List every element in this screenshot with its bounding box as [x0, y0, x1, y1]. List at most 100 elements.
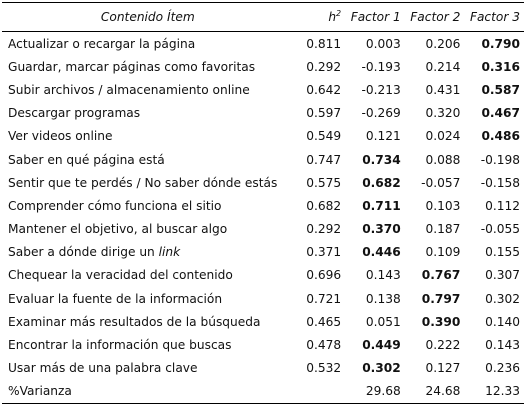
row-f1-value: 0.370: [362, 222, 401, 237]
row-item-label: Encontrar la información que buscas: [8, 338, 232, 353]
row-f3-value: 0.587: [481, 82, 520, 97]
row-h2-value: 0.747: [306, 152, 342, 167]
row-item-label: Guardar, marcar páginas como favoritas: [8, 59, 256, 74]
row-f3-value: 0.143: [485, 338, 520, 353]
table-row: Guardar, marcar páginas como favoritas 0.…: [2, 55, 524, 78]
table-row: %Varianza 29.68 24.68 12.33: [2, 379, 524, 404]
row-f1-value: -0.193: [361, 59, 401, 74]
table-row: Sentir que te perdés / No saber dónde es…: [2, 171, 524, 194]
row-h2-value: 0.682: [306, 198, 342, 213]
row-item-prefix: Saber a dónde dirige un: [8, 245, 159, 260]
row-f3-value: -0.198: [480, 152, 520, 167]
row-f2-value: 0.767: [421, 268, 461, 283]
row-h2-value: 0.465: [306, 314, 342, 329]
row-item-label: %Varianza: [2, 379, 294, 404]
row-f2-value: 0.222: [425, 338, 461, 353]
row-h2-value: 0.597: [306, 106, 342, 121]
table-row: Comprender cómo funciona el sitio 0.682 0.…: [2, 194, 524, 217]
header-item: Contenido Ítem: [2, 2, 294, 32]
row-f2-value: 0.127: [425, 361, 461, 376]
row-f1-value: -0.213: [361, 82, 401, 97]
table-row: Ver videos online 0.549 0.121 0.024 0.486: [2, 125, 524, 148]
row-f2-value: 0.103: [425, 198, 461, 213]
row-h2-value: 0.478: [306, 338, 342, 353]
table-row: Usar más de una palabra clave 0.532 0.302 0…: [2, 357, 524, 380]
table-header-row: Contenido Ítem h2 Factor 1 Factor 2 Fact…: [2, 2, 524, 32]
row-f3-value: 0.467: [481, 106, 520, 121]
row-item-label: Mantener el objetivo, al buscar algo: [8, 222, 228, 237]
row-f2-value: 0.187: [425, 222, 461, 237]
row-f1-value: 0.449: [362, 338, 401, 353]
row-f3-value: 0.155: [485, 245, 520, 260]
row-f3-value: 0.302: [485, 291, 520, 306]
row-h2-value: 0.292: [306, 59, 342, 74]
row-f3-value: 0.236: [485, 361, 520, 376]
row-f3-value: -0.158: [480, 175, 520, 190]
row-f2-value: 24.68: [404, 379, 465, 404]
row-h2-value: 0.811: [306, 36, 342, 51]
row-f1-value: -0.269: [361, 106, 401, 121]
row-item-label: Comprender cómo funciona el sitio: [8, 198, 222, 213]
table-row: Chequear la veracidad del contenido 0.696…: [2, 264, 524, 287]
row-item-label: Examinar más resultados de la búsqueda: [8, 314, 261, 329]
header-factor-3: Factor 3: [464, 2, 524, 32]
row-f3-value: 0.307: [485, 268, 520, 283]
row-item-label: Usar más de una palabra clave: [8, 361, 198, 376]
row-f1-value: 0.446: [362, 245, 401, 260]
table-row: Saber a dónde dirige un link 0.371 0.446 0.…: [2, 241, 524, 264]
header-h2: h2: [293, 2, 346, 32]
row-h2-value: 0.575: [306, 175, 342, 190]
row-h2-value: 0.642: [306, 82, 342, 97]
table-row: Encontrar la información que buscas 0.478…: [2, 333, 524, 356]
row-h2-value: 0.371: [306, 245, 342, 260]
table-row: Examinar más resultados de la búsqueda 0.…: [2, 310, 524, 333]
row-f2-value: 0.320: [425, 106, 461, 121]
table-row: Evaluar la fuente de la información 0.721…: [2, 287, 524, 310]
row-f3-value: 0.112: [485, 198, 520, 213]
row-f1-value: 0.143: [365, 268, 401, 283]
row-f3-value: 0.790: [481, 36, 520, 51]
row-h2-value: 0.721: [306, 291, 342, 306]
row-h2-value: 0.292: [306, 222, 342, 237]
row-f1-value: 0.051: [365, 314, 401, 329]
row-item-label: Saber en qué página está: [8, 152, 165, 167]
row-item-label: Ver videos online: [8, 129, 113, 144]
row-item-label: Chequear la veracidad del contenido: [8, 268, 233, 283]
table-row: Saber en qué página está 0.747 0.734 0.088 -…: [2, 148, 524, 171]
row-item-italic: link: [158, 245, 181, 260]
row-f1-value: 0.121: [365, 129, 401, 144]
row-f2-value: 0.024: [425, 129, 461, 144]
header-h2-base: h: [328, 10, 337, 25]
row-f1-value: 0.302: [362, 361, 401, 376]
row-item-label: Descargar programas: [8, 106, 141, 121]
row-h2-value: 0.532: [306, 361, 342, 376]
row-f1-value: 0.711: [362, 198, 401, 213]
row-f3-value: -0.055: [480, 222, 520, 237]
row-h2-value: 0.549: [306, 129, 342, 144]
table-row: Actualizar o recargar la página 0.811 0.00…: [2, 32, 524, 56]
row-f2-value: 0.088: [425, 152, 461, 167]
row-item-label: Saber a dónde dirige un link: [2, 241, 294, 264]
row-f1-value: 0.138: [365, 291, 401, 306]
row-f1-value: 29.68: [345, 379, 405, 404]
table-row: Mantener el objetivo, al buscar algo 0.29…: [2, 218, 524, 241]
row-f2-value: 0.109: [425, 245, 461, 260]
row-f1-value: 0.003: [365, 36, 401, 51]
row-item-label: Evaluar la fuente de la información: [8, 291, 223, 306]
row-item-label: Subir archivos / almacenamiento online: [8, 82, 250, 97]
row-f3-value: 0.140: [485, 314, 520, 329]
header-h2-exp: 2: [336, 9, 342, 19]
row-item-label: Actualizar o recargar la página: [8, 36, 196, 51]
row-f3-value: 0.316: [481, 59, 520, 74]
table-row: Descargar programas 0.597 -0.269 0.320 0.467: [2, 102, 524, 125]
row-f3-value: 12.33: [464, 379, 524, 404]
row-f2-value: 0.431: [425, 82, 461, 97]
row-f3-value: 0.486: [481, 129, 520, 144]
row-f2-value: 0.214: [425, 59, 461, 74]
row-item-label: Sentir que te perdés / No saber dónde es…: [8, 175, 278, 190]
row-f1-value: 0.734: [362, 152, 401, 167]
row-h2-value: [293, 379, 346, 404]
header-factor-1: Factor 1: [345, 2, 405, 32]
